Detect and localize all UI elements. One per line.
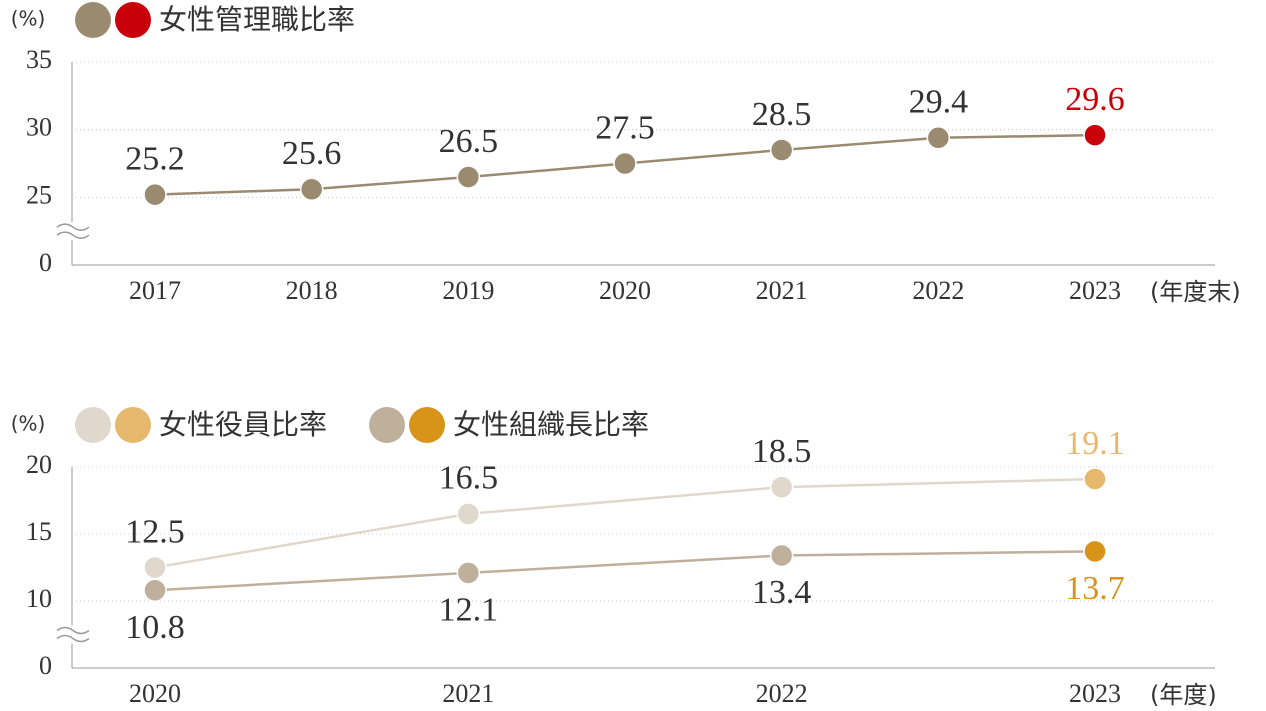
x-unit: (年度末) <box>1150 278 1241 306</box>
data-point <box>1083 123 1107 147</box>
axis-break <box>56 223 90 231</box>
y-tick-label: 0 <box>39 248 52 277</box>
data-label: 28.5 <box>752 96 812 133</box>
data-point <box>143 182 167 207</box>
data-label: 13.7 <box>1065 570 1125 607</box>
data-point <box>143 578 167 603</box>
data-label: 13.4 <box>752 574 812 611</box>
x-tick-label: 2023 <box>1069 276 1121 305</box>
x-tick-label: 2022 <box>912 276 964 305</box>
y-tick-label: 10 <box>26 584 52 613</box>
y-tick-label: 25 <box>26 180 52 209</box>
data-point <box>456 502 481 526</box>
legend-marker <box>369 407 406 443</box>
data-label: 19.1 <box>1065 425 1125 462</box>
data-point <box>299 177 324 201</box>
legend-marker <box>75 2 111 38</box>
legend-marker <box>75 407 111 443</box>
x-tick-label: 2022 <box>756 679 808 708</box>
data-label: 25.6 <box>282 135 342 172</box>
axis-break-bg <box>55 625 91 644</box>
x-tick-label: 2018 <box>286 276 338 305</box>
legend-marker <box>115 2 151 38</box>
data-point <box>1083 539 1107 564</box>
data-label: 18.5 <box>752 433 812 470</box>
data-label: 10.8 <box>125 609 185 646</box>
x-tick-label: 2021 <box>442 679 494 708</box>
data-point <box>926 126 951 150</box>
y-tick-label: 30 <box>26 113 52 142</box>
y-tick-label: 35 <box>26 45 52 74</box>
axis-break <box>56 634 90 643</box>
x-tick-label: 2019 <box>442 276 494 305</box>
series-line <box>154 477 1096 569</box>
x-tick-label: 2023 <box>1069 679 1121 708</box>
data-point <box>769 543 794 568</box>
data-label: 29.4 <box>909 84 969 121</box>
x-tick-label: 2020 <box>599 276 651 305</box>
legend-marker <box>115 407 151 443</box>
data-point <box>769 475 794 499</box>
x-tick-label: 2017 <box>129 276 181 305</box>
data-label: 12.1 <box>439 592 499 629</box>
axis-break-bg <box>55 222 91 241</box>
y-tick-label: 0 <box>39 651 52 680</box>
y-unit: (%) <box>11 7 46 31</box>
y-tick-label: 15 <box>26 517 52 546</box>
data-label: 16.5 <box>439 460 499 497</box>
data-point <box>456 561 481 585</box>
legend-label: 女性役員比率 <box>159 408 327 441</box>
data-label: 27.5 <box>595 109 655 146</box>
data-label: 26.5 <box>439 123 499 160</box>
axis-break <box>56 626 90 635</box>
series-line <box>154 550 1096 592</box>
x-tick-label: 2021 <box>756 276 808 305</box>
x-tick-label: 2020 <box>129 679 181 708</box>
data-label: 12.5 <box>125 513 185 550</box>
data-label: 29.6 <box>1065 81 1125 118</box>
data-point <box>143 555 167 580</box>
legend-label: 女性管理職比率 <box>159 3 355 36</box>
x-unit: (年度) <box>1150 681 1217 709</box>
data-point <box>456 165 481 189</box>
data-label: 25.2 <box>125 140 185 177</box>
axis-break <box>56 231 90 239</box>
data-point <box>769 138 794 162</box>
data-point <box>613 151 637 176</box>
legend-marker <box>409 407 446 443</box>
data-point <box>1083 467 1107 491</box>
y-unit: (%) <box>11 412 46 436</box>
legend-label: 女性組織長比率 <box>453 408 649 441</box>
y-tick-label: 20 <box>26 450 52 479</box>
